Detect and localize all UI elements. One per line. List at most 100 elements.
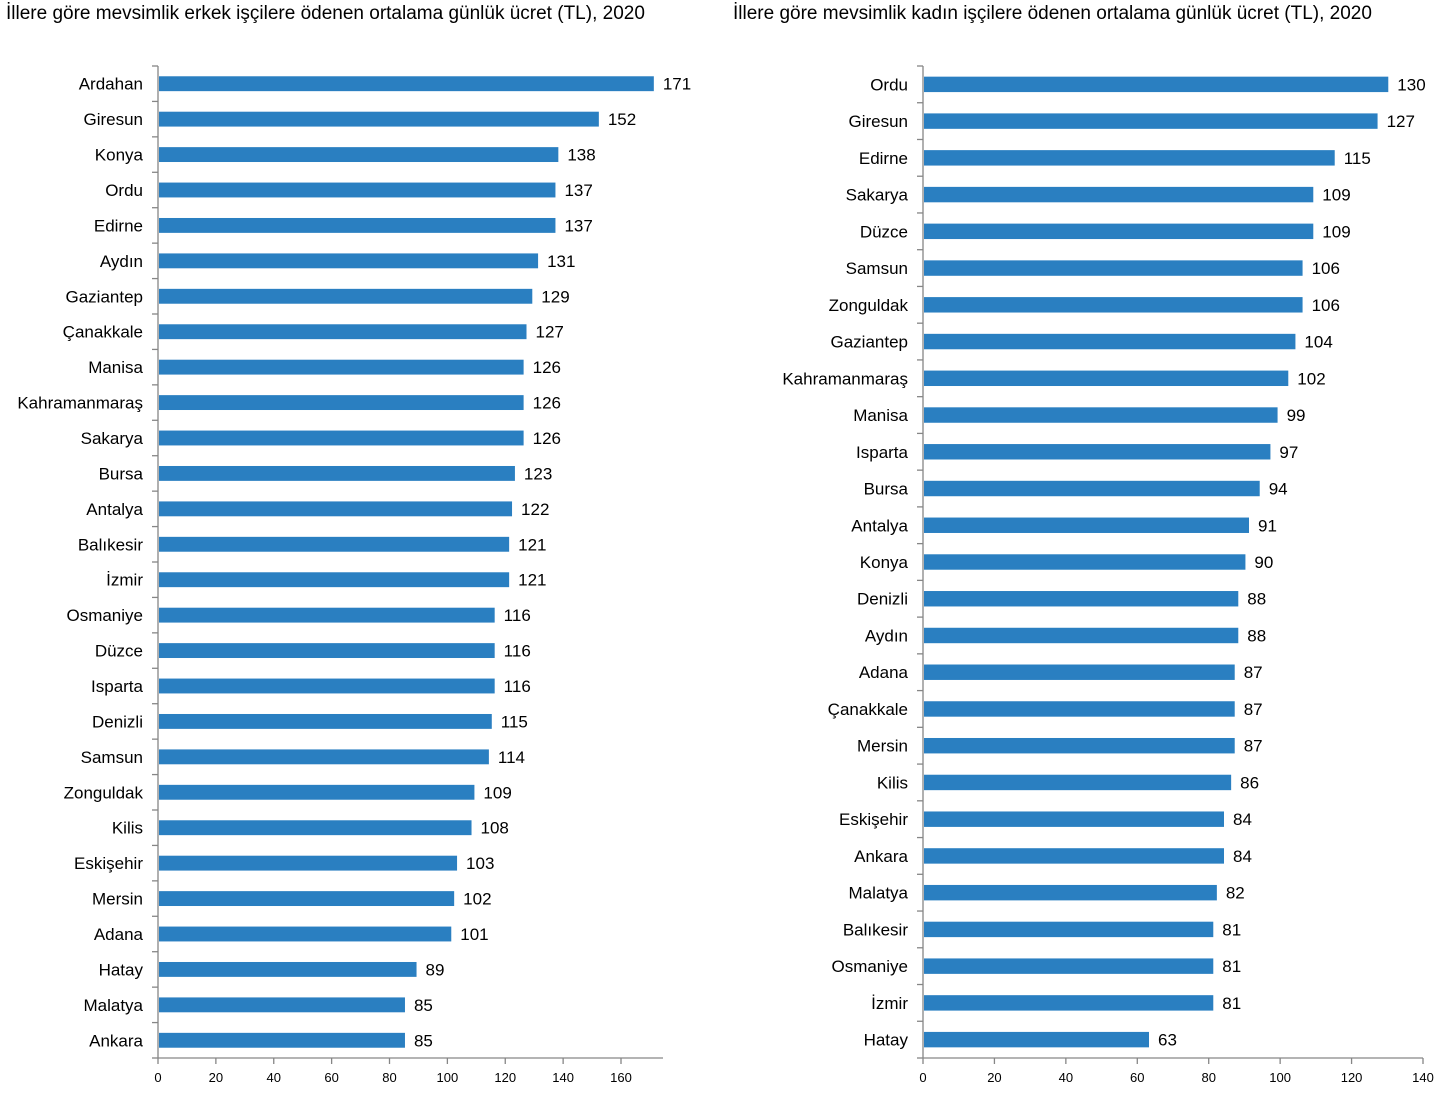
category-label: Kahramanmaraş xyxy=(782,369,908,388)
x-tick-label: 0 xyxy=(154,1070,161,1085)
female-bar xyxy=(924,76,1389,93)
data-value-label: 130 xyxy=(1397,75,1425,94)
category-label: Mersin xyxy=(92,890,143,909)
data-value-label: 81 xyxy=(1222,994,1241,1013)
male-bar xyxy=(159,182,556,198)
category-label: Hatay xyxy=(99,960,144,979)
category-label: Malatya xyxy=(848,884,908,903)
data-value-label: 99 xyxy=(1287,406,1306,425)
category-label: Mersin xyxy=(857,737,908,756)
female-bar xyxy=(924,664,1235,680)
x-tick-label: 80 xyxy=(1201,1070,1215,1085)
data-value-label: 106 xyxy=(1312,296,1340,315)
category-label: Gaziantep xyxy=(66,287,144,306)
category-label: Kahramanmaraş xyxy=(17,394,143,413)
category-label: Eskişehir xyxy=(839,810,908,829)
category-label: Ordu xyxy=(870,75,908,94)
data-value-label: 102 xyxy=(1297,369,1325,388)
category-label: Zonguldak xyxy=(829,296,909,315)
x-tick-label: 20 xyxy=(209,1070,223,1085)
data-value-label: 94 xyxy=(1269,480,1288,499)
male-bar xyxy=(159,395,524,411)
data-value-label: 89 xyxy=(426,960,445,979)
category-label: Malatya xyxy=(83,996,143,1015)
x-tick-label: 20 xyxy=(987,1070,1001,1085)
male-bar xyxy=(159,749,489,765)
category-label: Antalya xyxy=(851,516,908,535)
male-bar xyxy=(159,253,539,269)
male-bar xyxy=(159,678,495,694)
category-label: Ordu xyxy=(105,181,143,200)
data-value-label: 115 xyxy=(1344,149,1371,168)
data-value-label: 84 xyxy=(1233,847,1252,866)
category-label: Aydın xyxy=(100,252,143,271)
category-label: Çanakkale xyxy=(828,700,908,719)
x-tick-label: 60 xyxy=(324,1070,338,1085)
female-bar xyxy=(924,444,1271,460)
category-label: Bursa xyxy=(99,464,144,483)
data-value-label: 114 xyxy=(498,748,525,767)
male-bar xyxy=(159,430,524,446)
data-value-label: 104 xyxy=(1304,333,1332,352)
data-value-label: 87 xyxy=(1244,700,1263,719)
male-bar xyxy=(159,572,510,588)
female-bar xyxy=(924,297,1303,313)
female-bar xyxy=(924,627,1239,644)
chart-title-male: İllere göre mevsimlik erkek işçilere öde… xyxy=(6,3,645,24)
male-bar xyxy=(159,217,556,233)
female-bar xyxy=(924,333,1296,350)
data-value-label: 127 xyxy=(1387,112,1415,131)
data-value-label: 101 xyxy=(460,925,488,944)
data-value-label: 122 xyxy=(521,500,549,519)
x-tick-label: 120 xyxy=(1341,1070,1363,1085)
data-value-label: 121 xyxy=(518,535,546,554)
category-label: Manisa xyxy=(88,358,143,377)
male-bar xyxy=(159,997,405,1013)
data-value-label: 131 xyxy=(547,252,575,271)
data-value-label: 116 xyxy=(504,606,531,625)
data-value-label: 87 xyxy=(1244,663,1263,682)
data-value-label: 103 xyxy=(466,854,494,873)
data-value-label: 63 xyxy=(1158,1031,1177,1050)
female-bar xyxy=(924,260,1303,276)
male-bar xyxy=(159,926,452,942)
data-value-label: 126 xyxy=(533,429,561,448)
male-bar xyxy=(159,784,475,800)
female-bar xyxy=(924,884,1217,901)
female-bar xyxy=(924,701,1235,717)
data-value-label: 152 xyxy=(608,110,636,129)
female-bar xyxy=(924,186,1314,203)
data-value-label: 82 xyxy=(1226,884,1245,903)
female-bar xyxy=(924,958,1214,974)
female-bar xyxy=(924,223,1314,240)
male-bar xyxy=(159,713,492,729)
male-bar xyxy=(159,76,654,92)
male-bar xyxy=(159,324,527,340)
male-bar xyxy=(159,961,417,977)
category-label: İzmir xyxy=(871,994,908,1013)
female-bar xyxy=(924,113,1378,129)
category-label: Bursa xyxy=(864,480,909,499)
data-value-label: 81 xyxy=(1222,920,1241,939)
category-label: Osmaniye xyxy=(831,957,908,976)
category-label: Osmaniye xyxy=(66,606,143,625)
category-label: Samsun xyxy=(846,259,908,278)
category-label: Zonguldak xyxy=(64,783,144,802)
female-bar xyxy=(924,517,1249,533)
x-tick-label: 100 xyxy=(1269,1070,1291,1085)
category-label: Düzce xyxy=(95,642,143,661)
female-bar xyxy=(924,591,1239,607)
category-label: Ardahan xyxy=(79,75,143,94)
data-value-label: 108 xyxy=(481,819,509,838)
male-bar xyxy=(159,643,495,659)
data-value-label: 121 xyxy=(518,571,546,590)
category-label: Adana xyxy=(859,663,909,682)
male-bar xyxy=(159,607,495,623)
category-label: Balıkesir xyxy=(843,920,909,939)
male-bar xyxy=(159,855,458,871)
category-label: Adana xyxy=(94,925,144,944)
data-value-label: 137 xyxy=(564,216,592,235)
category-label: Giresun xyxy=(848,112,908,131)
data-value-label: 116 xyxy=(504,677,531,696)
